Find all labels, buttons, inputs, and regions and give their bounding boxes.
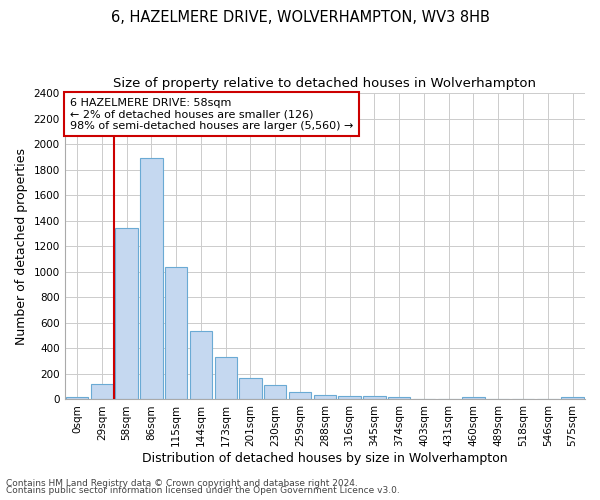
X-axis label: Distribution of detached houses by size in Wolverhampton: Distribution of detached houses by size … xyxy=(142,452,508,465)
Title: Size of property relative to detached houses in Wolverhampton: Size of property relative to detached ho… xyxy=(113,78,536,90)
Bar xyxy=(264,386,286,400)
Bar xyxy=(115,228,138,400)
Text: 6 HAZELMERE DRIVE: 58sqm
← 2% of detached houses are smaller (126)
98% of semi-d: 6 HAZELMERE DRIVE: 58sqm ← 2% of detache… xyxy=(70,98,353,131)
Bar xyxy=(289,392,311,400)
Bar xyxy=(463,397,485,400)
Text: 6, HAZELMERE DRIVE, WOLVERHAMPTON, WV3 8HB: 6, HAZELMERE DRIVE, WOLVERHAMPTON, WV3 8… xyxy=(110,10,490,25)
Bar xyxy=(239,378,262,400)
Text: Contains HM Land Registry data © Crown copyright and database right 2024.: Contains HM Land Registry data © Crown c… xyxy=(6,478,358,488)
Bar xyxy=(190,330,212,400)
Bar xyxy=(314,394,336,400)
Bar xyxy=(91,384,113,400)
Text: Contains public sector information licensed under the Open Government Licence v3: Contains public sector information licen… xyxy=(6,486,400,495)
Bar xyxy=(562,397,584,400)
Bar xyxy=(165,266,187,400)
Bar xyxy=(338,396,361,400)
Bar xyxy=(140,158,163,400)
Bar xyxy=(388,397,410,400)
Bar xyxy=(363,396,386,400)
Y-axis label: Number of detached properties: Number of detached properties xyxy=(15,148,28,345)
Bar xyxy=(215,356,237,400)
Bar xyxy=(66,397,88,400)
